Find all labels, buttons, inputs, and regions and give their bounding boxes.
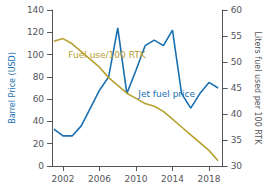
svg-text:30: 30 xyxy=(231,161,243,171)
svg-text:2014: 2014 xyxy=(161,174,184,184)
svg-text:60: 60 xyxy=(33,94,45,104)
svg-text:50: 50 xyxy=(231,57,243,67)
svg-text:0: 0 xyxy=(38,161,44,171)
svg-text:2018: 2018 xyxy=(198,174,221,184)
svg-text:20: 20 xyxy=(33,139,45,149)
svg-text:2006: 2006 xyxy=(88,174,111,184)
svg-text:Fuel use/100 RTK: Fuel use/100 RTK xyxy=(68,50,146,60)
svg-text:55: 55 xyxy=(231,31,242,41)
svg-text:40: 40 xyxy=(33,116,45,126)
svg-text:60: 60 xyxy=(231,5,243,15)
svg-text:120: 120 xyxy=(27,27,44,37)
svg-text:140: 140 xyxy=(27,5,44,15)
svg-text:45: 45 xyxy=(231,83,242,93)
svg-text:2010: 2010 xyxy=(125,174,148,184)
svg-text:40: 40 xyxy=(231,109,243,119)
svg-text:Jet fuel price: Jet fuel price xyxy=(137,89,195,99)
svg-text:35: 35 xyxy=(231,135,242,145)
svg-text:Barrel Price (USD): Barrel Price (USD) xyxy=(8,52,17,124)
svg-text:80: 80 xyxy=(33,72,45,82)
svg-text:100: 100 xyxy=(27,50,44,60)
svg-text:2002: 2002 xyxy=(52,174,75,184)
svg-text:Liters fuel used per 100 RTK: Liters fuel used per 100 RTK xyxy=(253,32,262,146)
